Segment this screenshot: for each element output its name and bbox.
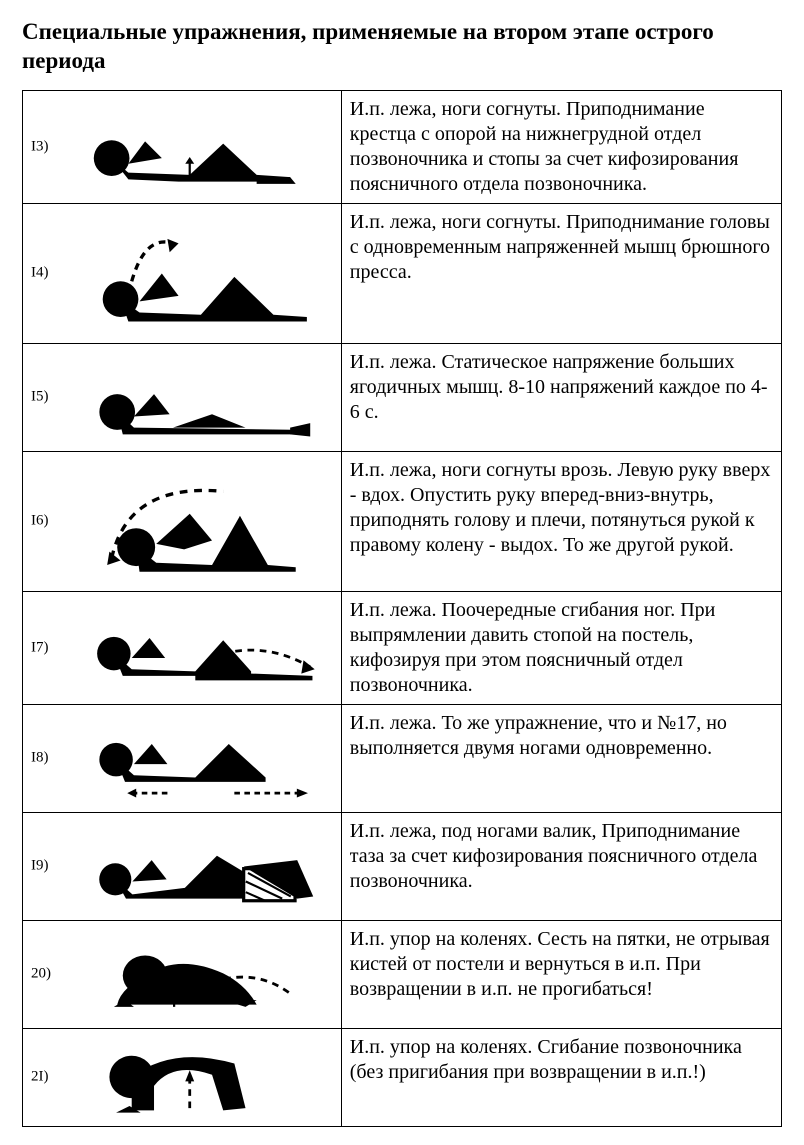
table-row: I8) И.п. лежа. Т — [23, 704, 782, 812]
exercise-figure-icon — [67, 1029, 335, 1126]
exercise-description: И.п. упор на коленях. Сесть на пятки, не… — [341, 920, 781, 1028]
exercise-figure-icon — [67, 705, 335, 812]
table-row: 2I) И.п. упор на коленях. Сгибание позво… — [23, 1028, 782, 1126]
exercise-description: И.п. упор на коленях. Сгибание позвоночн… — [341, 1028, 781, 1126]
row-number: 2I) — [31, 1068, 49, 1087]
row-number: I6) — [31, 512, 49, 531]
row-number: I8) — [31, 749, 49, 768]
exercise-figure-icon — [67, 91, 335, 203]
table-row: I3) И.п. лежа, ноги согнуты. Пр — [23, 90, 782, 203]
table-row: I7) И.п. лежа. Поочередные сгиб — [23, 591, 782, 704]
exercise-description: И.п. лежа, под ногами валик, Приподниман… — [341, 812, 781, 920]
exercise-description: И.п. лежа. То же упражнение, что и №17, … — [341, 704, 781, 812]
exercise-description: И.п. лежа. Поочередные сгибания ног. При… — [341, 591, 781, 704]
row-number: 20) — [31, 965, 51, 984]
exercise-figure-icon — [67, 592, 335, 704]
exercise-figure-icon — [67, 204, 335, 343]
exercise-figure-icon — [67, 452, 335, 591]
row-number: I3) — [31, 137, 49, 156]
table-row: I4) И.п. лежа, ноги согнуты. Приподниман… — [23, 203, 782, 343]
exercise-figure-icon — [67, 344, 335, 451]
row-number: I7) — [31, 638, 49, 657]
page-title: Специальные упражнения, применяемые на в… — [22, 18, 782, 76]
table-row: I9) — [23, 812, 782, 920]
exercise-description: И.п. лежа, ноги согнуты врозь. Левую рук… — [341, 451, 781, 591]
row-number: I9) — [31, 857, 49, 876]
table-row: I6) И.п. лежа, ноги согнуты вро — [23, 451, 782, 591]
table-row: 20) И.п. упор на — [23, 920, 782, 1028]
exercise-description: И.п. лежа, ноги согнуты. Приподнимание к… — [341, 90, 781, 203]
exercise-table: I3) И.п. лежа, ноги согнуты. Пр — [22, 90, 782, 1127]
exercise-description: И.п. лежа. Статическое напряжение больши… — [341, 343, 781, 451]
row-number: I4) — [31, 264, 49, 283]
row-number: I5) — [31, 388, 49, 407]
exercise-figure-icon — [67, 813, 335, 920]
exercise-description: И.п. лежа, ноги согнуты. Приподнимание г… — [341, 203, 781, 343]
table-row: I5) И.п. лежа. Статическое напряжение бо… — [23, 343, 782, 451]
exercise-figure-icon — [67, 921, 335, 1028]
